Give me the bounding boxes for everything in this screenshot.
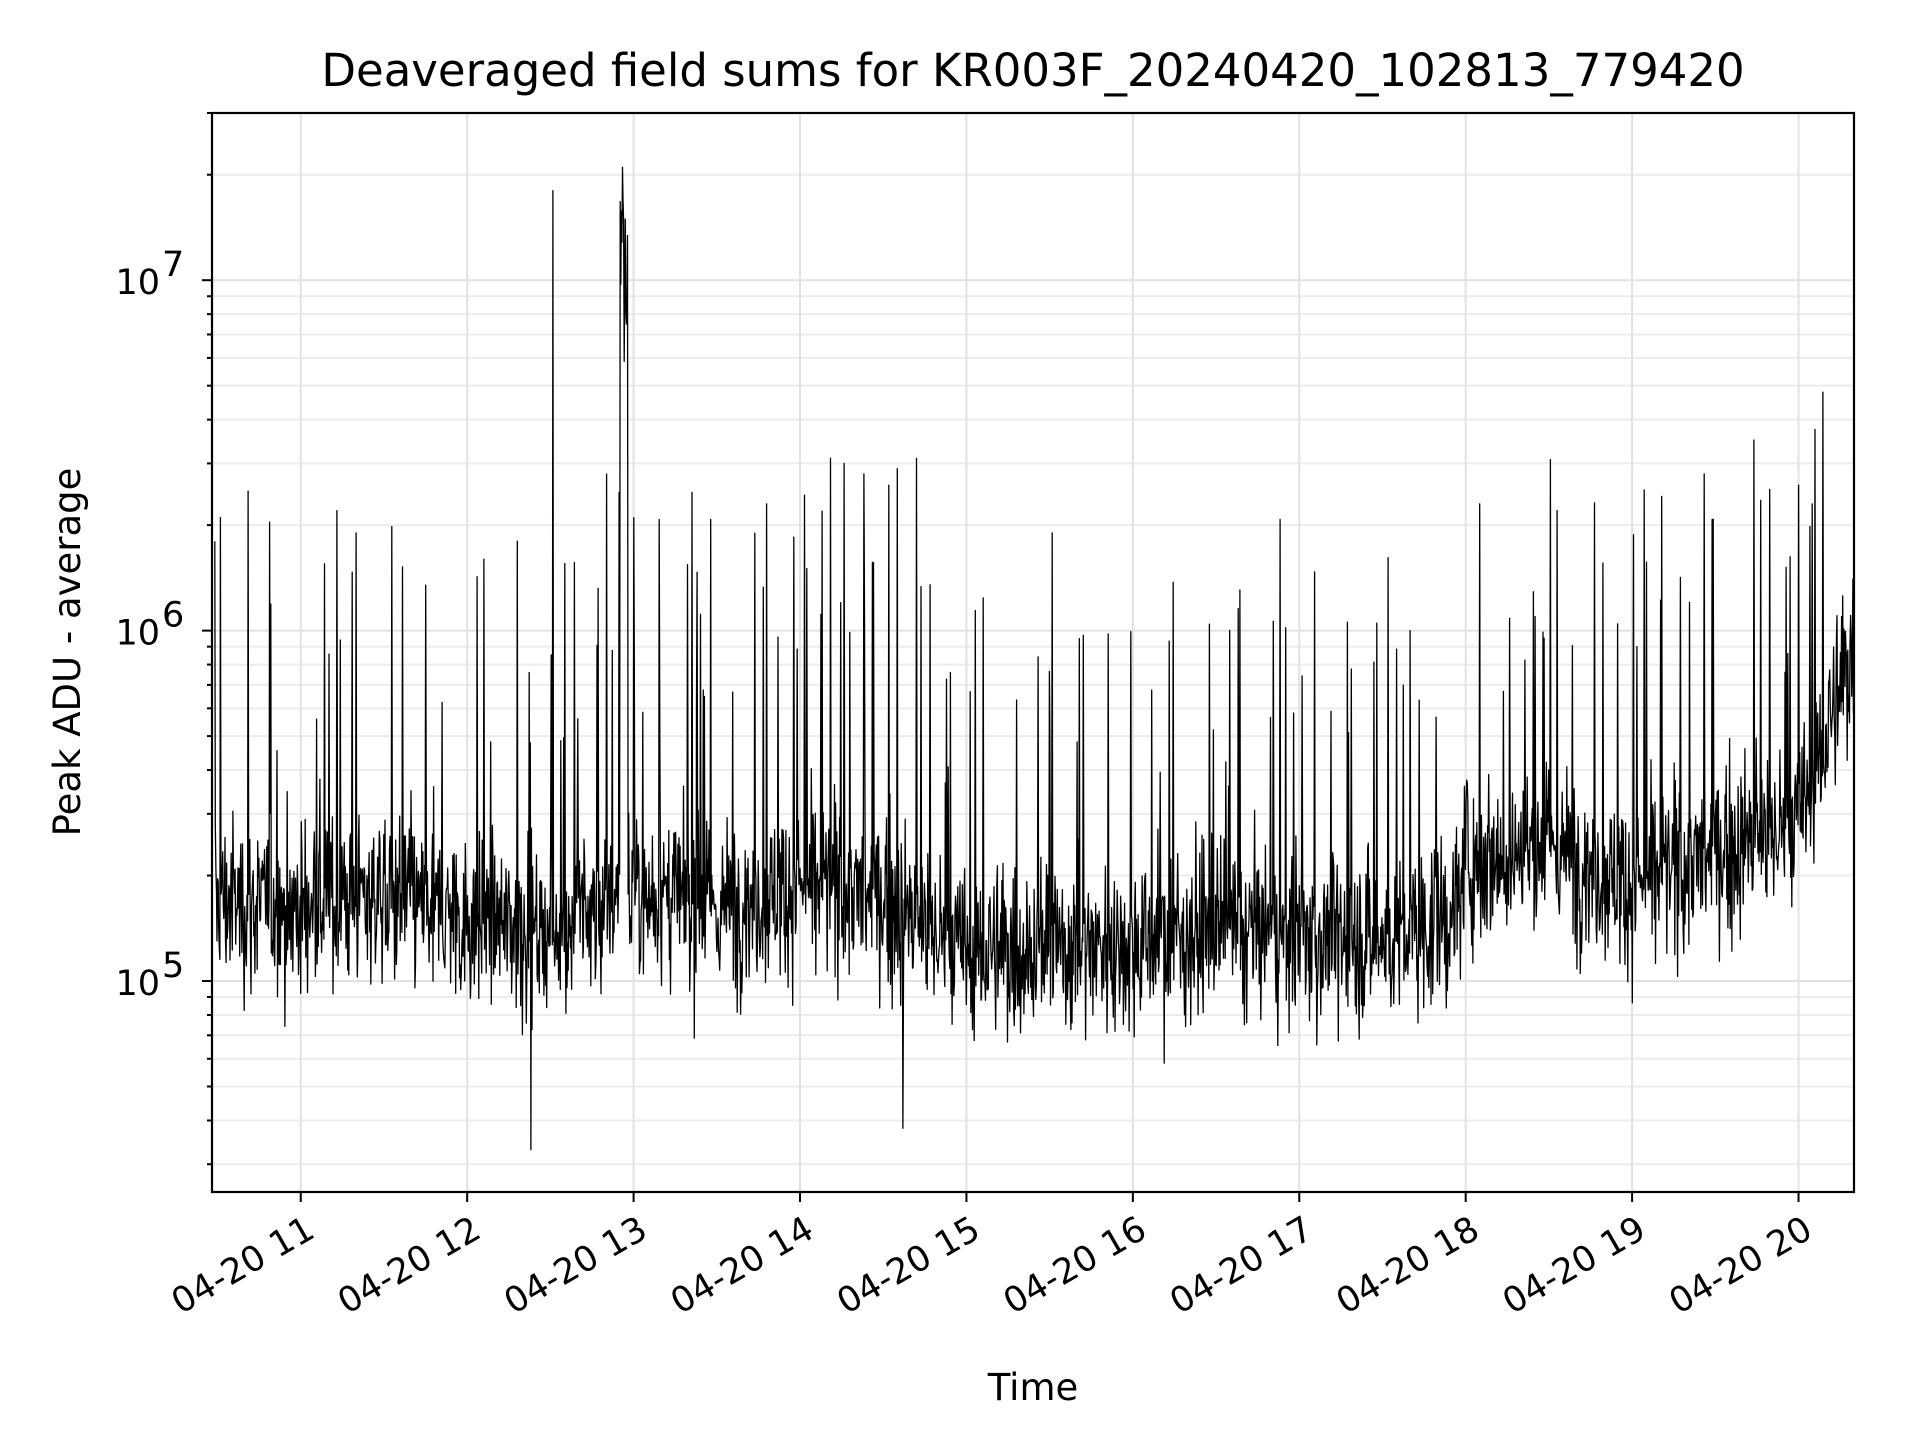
chart-title: Deaveraged field sums for KR003F_2024042… bbox=[321, 44, 1744, 97]
y-tick-label: 10 bbox=[115, 614, 160, 654]
y-tick-exponent: 5 bbox=[162, 946, 184, 986]
series-line bbox=[214, 166, 1855, 1151]
plot-frame bbox=[210, 111, 1856, 1194]
grid bbox=[212, 112, 1854, 1192]
y-tick-exponent: 6 bbox=[162, 596, 184, 636]
y-axis-label: Peak ADU - average bbox=[46, 468, 89, 837]
series-layer bbox=[214, 166, 1855, 1151]
y-tick-exponent: 7 bbox=[162, 245, 184, 285]
y-tick-label: 10 bbox=[115, 263, 160, 303]
x-axis-label: Time bbox=[987, 1366, 1079, 1409]
y-tick-label: 10 bbox=[115, 964, 160, 1004]
